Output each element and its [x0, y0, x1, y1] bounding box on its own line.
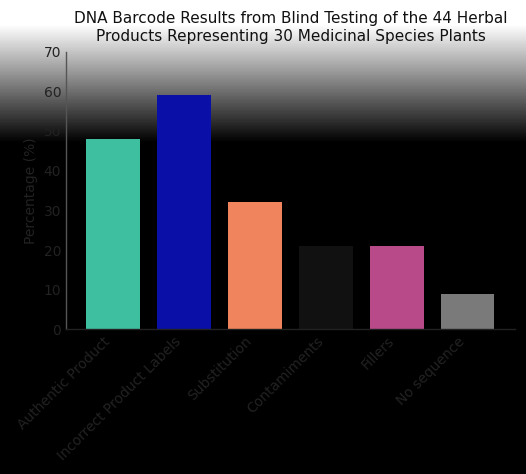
- Bar: [370, 246, 423, 329]
- Bar: [157, 95, 210, 329]
- Y-axis label: Percentage (%): Percentage (%): [24, 137, 38, 244]
- Bar: [441, 294, 494, 329]
- Bar: [228, 202, 281, 329]
- Bar: [299, 246, 352, 329]
- Bar: [86, 139, 139, 329]
- Title: DNA Barcode Results from Blind Testing of the 44 Herbal
Products Representing 30: DNA Barcode Results from Blind Testing o…: [74, 11, 507, 44]
